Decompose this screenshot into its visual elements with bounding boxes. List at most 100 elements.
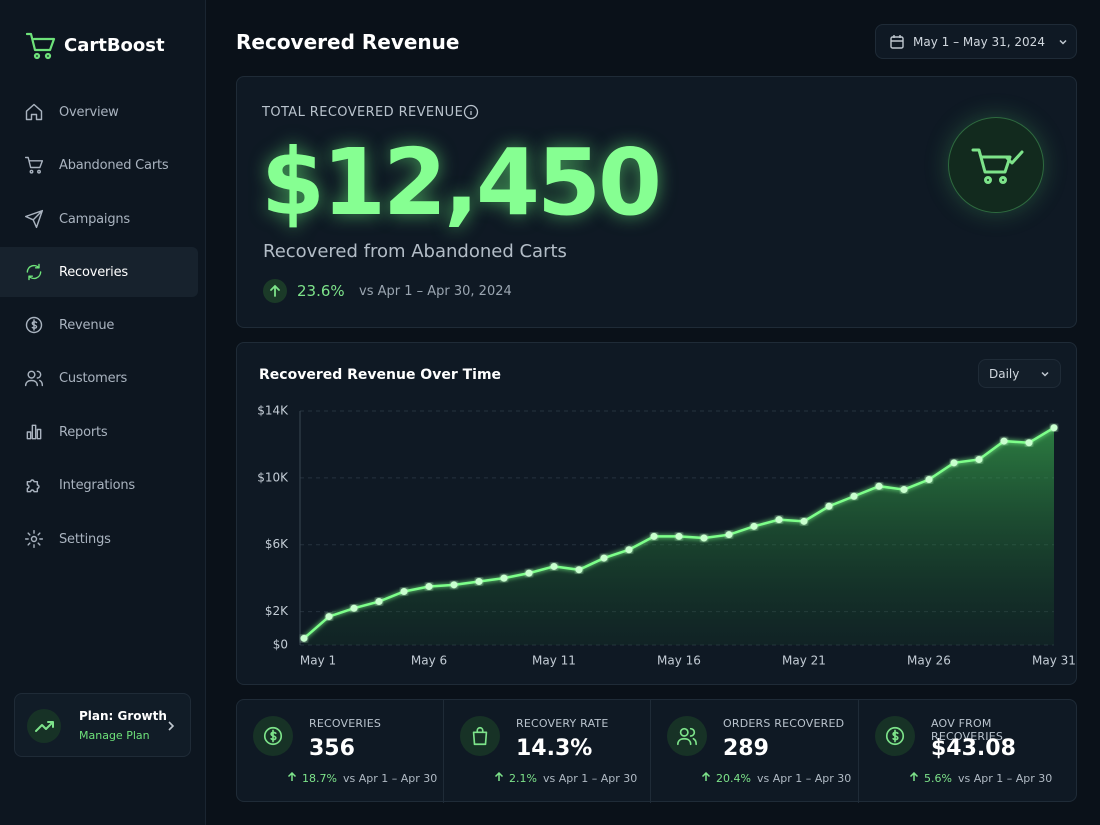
point: [625, 546, 633, 554]
nav-label: Overview: [59, 104, 119, 120]
nav-item[interactable]: Recoveries: [0, 247, 198, 297]
kpi: AOV FROM RECOVERIES $43.08 5.6% vs Apr 1 …: [858, 700, 1065, 803]
nav-item[interactable]: Abandoned Carts: [0, 140, 198, 190]
point: [850, 492, 858, 500]
point: [975, 455, 983, 463]
plan-icon: [27, 709, 61, 743]
nav-label: Campaigns: [59, 211, 131, 227]
point: [475, 577, 483, 585]
point: [375, 598, 383, 606]
kpi-label: ORDERS RECOVERED: [723, 717, 845, 730]
x-tick-label: May 26: [907, 654, 951, 668]
summary-compare: vs Apr 1 – Apr 30, 2024: [359, 284, 512, 299]
point: [300, 634, 308, 642]
brand-logo: [26, 32, 56, 60]
nav-item[interactable]: Customers: [0, 353, 198, 403]
chart-title: Recovered Revenue Over Time: [259, 367, 502, 383]
point: [350, 604, 358, 612]
x-tick-label: May 11: [532, 654, 576, 668]
summary-value: $12,450: [261, 129, 662, 236]
plan-link[interactable]: Manage Plan: [79, 729, 150, 742]
point: [1025, 439, 1033, 447]
point: [775, 516, 783, 524]
chevron: [168, 721, 175, 731]
nav-label: Revenue: [59, 317, 115, 333]
summary-change: 23.6%: [297, 282, 345, 300]
kpi-change: 2.1%: [509, 772, 537, 785]
y-tick-label: $2K: [265, 604, 289, 618]
nav-label: Integrations: [59, 477, 136, 493]
kpi-change-row: 5.6% vs Apr 1 – Apr 30: [909, 771, 1053, 785]
kpi-label: RECOVERIES: [309, 717, 382, 730]
kpi-change: 5.6%: [924, 772, 952, 785]
nav-item[interactable]: Revenue: [0, 300, 198, 350]
kpi: ORDERS RECOVERED 289 20.4% vs Apr 1 – Apr…: [650, 700, 857, 803]
kpi-change-row: 20.4% vs Apr 1 – Apr 30: [701, 771, 852, 785]
kpi-value: 356: [309, 736, 355, 761]
kpi-label: RECOVERY RATE: [516, 717, 609, 730]
chart: $0 $2K $6K $10K $14K May 1 May 6 May 11 May 16 Ma…: [257, 404, 1076, 668]
nav-item[interactable]: Settings: [0, 514, 198, 564]
y-tick-label: $6K: [265, 537, 289, 551]
point: [700, 534, 708, 542]
point: [425, 583, 433, 590]
point: [450, 581, 458, 589]
nav-label: Settings: [59, 531, 111, 547]
point: [500, 574, 508, 582]
info-icon[interactable]: [463, 104, 479, 120]
brand-name: CartBoost: [64, 35, 165, 56]
nav-label: Reports: [59, 424, 108, 440]
up-icon: [263, 279, 287, 303]
x-tick-label: May 16: [657, 654, 701, 668]
point: [825, 502, 833, 510]
x-tick-label: May 6: [411, 654, 447, 668]
kpi-value: 289: [723, 736, 769, 761]
kpi-change: 20.4%: [716, 772, 751, 785]
plan-title: Plan: Growth: [79, 709, 167, 723]
kpi: RECOVERY RATE 14.3% 2.1% vs Apr 1 – Apr 3…: [443, 700, 650, 803]
x-tick-label: May 31: [1032, 654, 1076, 668]
nav-item[interactable]: Campaigns: [0, 194, 198, 244]
x-tick-label: May 1: [300, 654, 336, 668]
point: [925, 476, 933, 484]
point: [650, 532, 658, 540]
kpi-compare: vs Apr 1 – Apr 30: [957, 772, 1053, 785]
date-picker[interactable]: May 1 – May 31, 2024: [875, 24, 1077, 59]
point: [675, 532, 683, 540]
point: [1000, 437, 1008, 445]
point: [525, 569, 533, 577]
x-tick-label: May 21: [782, 654, 826, 668]
nav-item[interactable]: Overview: [0, 87, 198, 137]
point: [575, 566, 583, 574]
nav-label: Abandoned Carts: [59, 157, 169, 173]
nav-label: Recoveries: [59, 264, 128, 280]
nav-item[interactable]: Reports: [0, 407, 198, 457]
summary-label: TOTAL RECOVERED REVENUE: [262, 105, 464, 120]
y-tick-label: $0: [273, 638, 288, 652]
kpi-label: AOV FROM RECOVERIES: [931, 717, 1004, 743]
nav-item[interactable]: Integrations: [0, 460, 198, 510]
cart-badge: [948, 117, 1044, 213]
kpi-change: 18.7%: [302, 772, 337, 785]
kpi-change-row: 2.1% vs Apr 1 – Apr 30: [494, 771, 638, 785]
kpi-change-row: 18.7% vs Apr 1 – Apr 30: [287, 771, 437, 785]
kpi-compare: vs Apr 1 – Apr 30: [756, 772, 852, 785]
summary-subtitle: Recovered from Abandoned Carts: [263, 241, 567, 262]
plan-card[interactable]: Plan: Growth Manage Plan: [14, 693, 191, 757]
y-tick-label: $10K: [257, 470, 289, 484]
point: [600, 554, 608, 562]
point: [725, 531, 733, 539]
interval-label: Daily: [989, 366, 1020, 381]
point: [550, 562, 558, 570]
point: [950, 459, 958, 467]
point: [750, 522, 758, 530]
kpi-card: RECOVERIES 356 18.7% vs Apr 1 – Apr 30 RE…: [236, 699, 1077, 803]
point: [800, 517, 808, 525]
kpi-compare: vs Apr 1 – Apr 30: [542, 772, 638, 785]
page-title: Recovered Revenue: [236, 30, 460, 54]
point: [325, 613, 333, 621]
point: [900, 486, 908, 494]
point: [875, 482, 883, 490]
kpi-icon: [253, 716, 293, 756]
interval-select[interactable]: Daily: [978, 359, 1061, 388]
